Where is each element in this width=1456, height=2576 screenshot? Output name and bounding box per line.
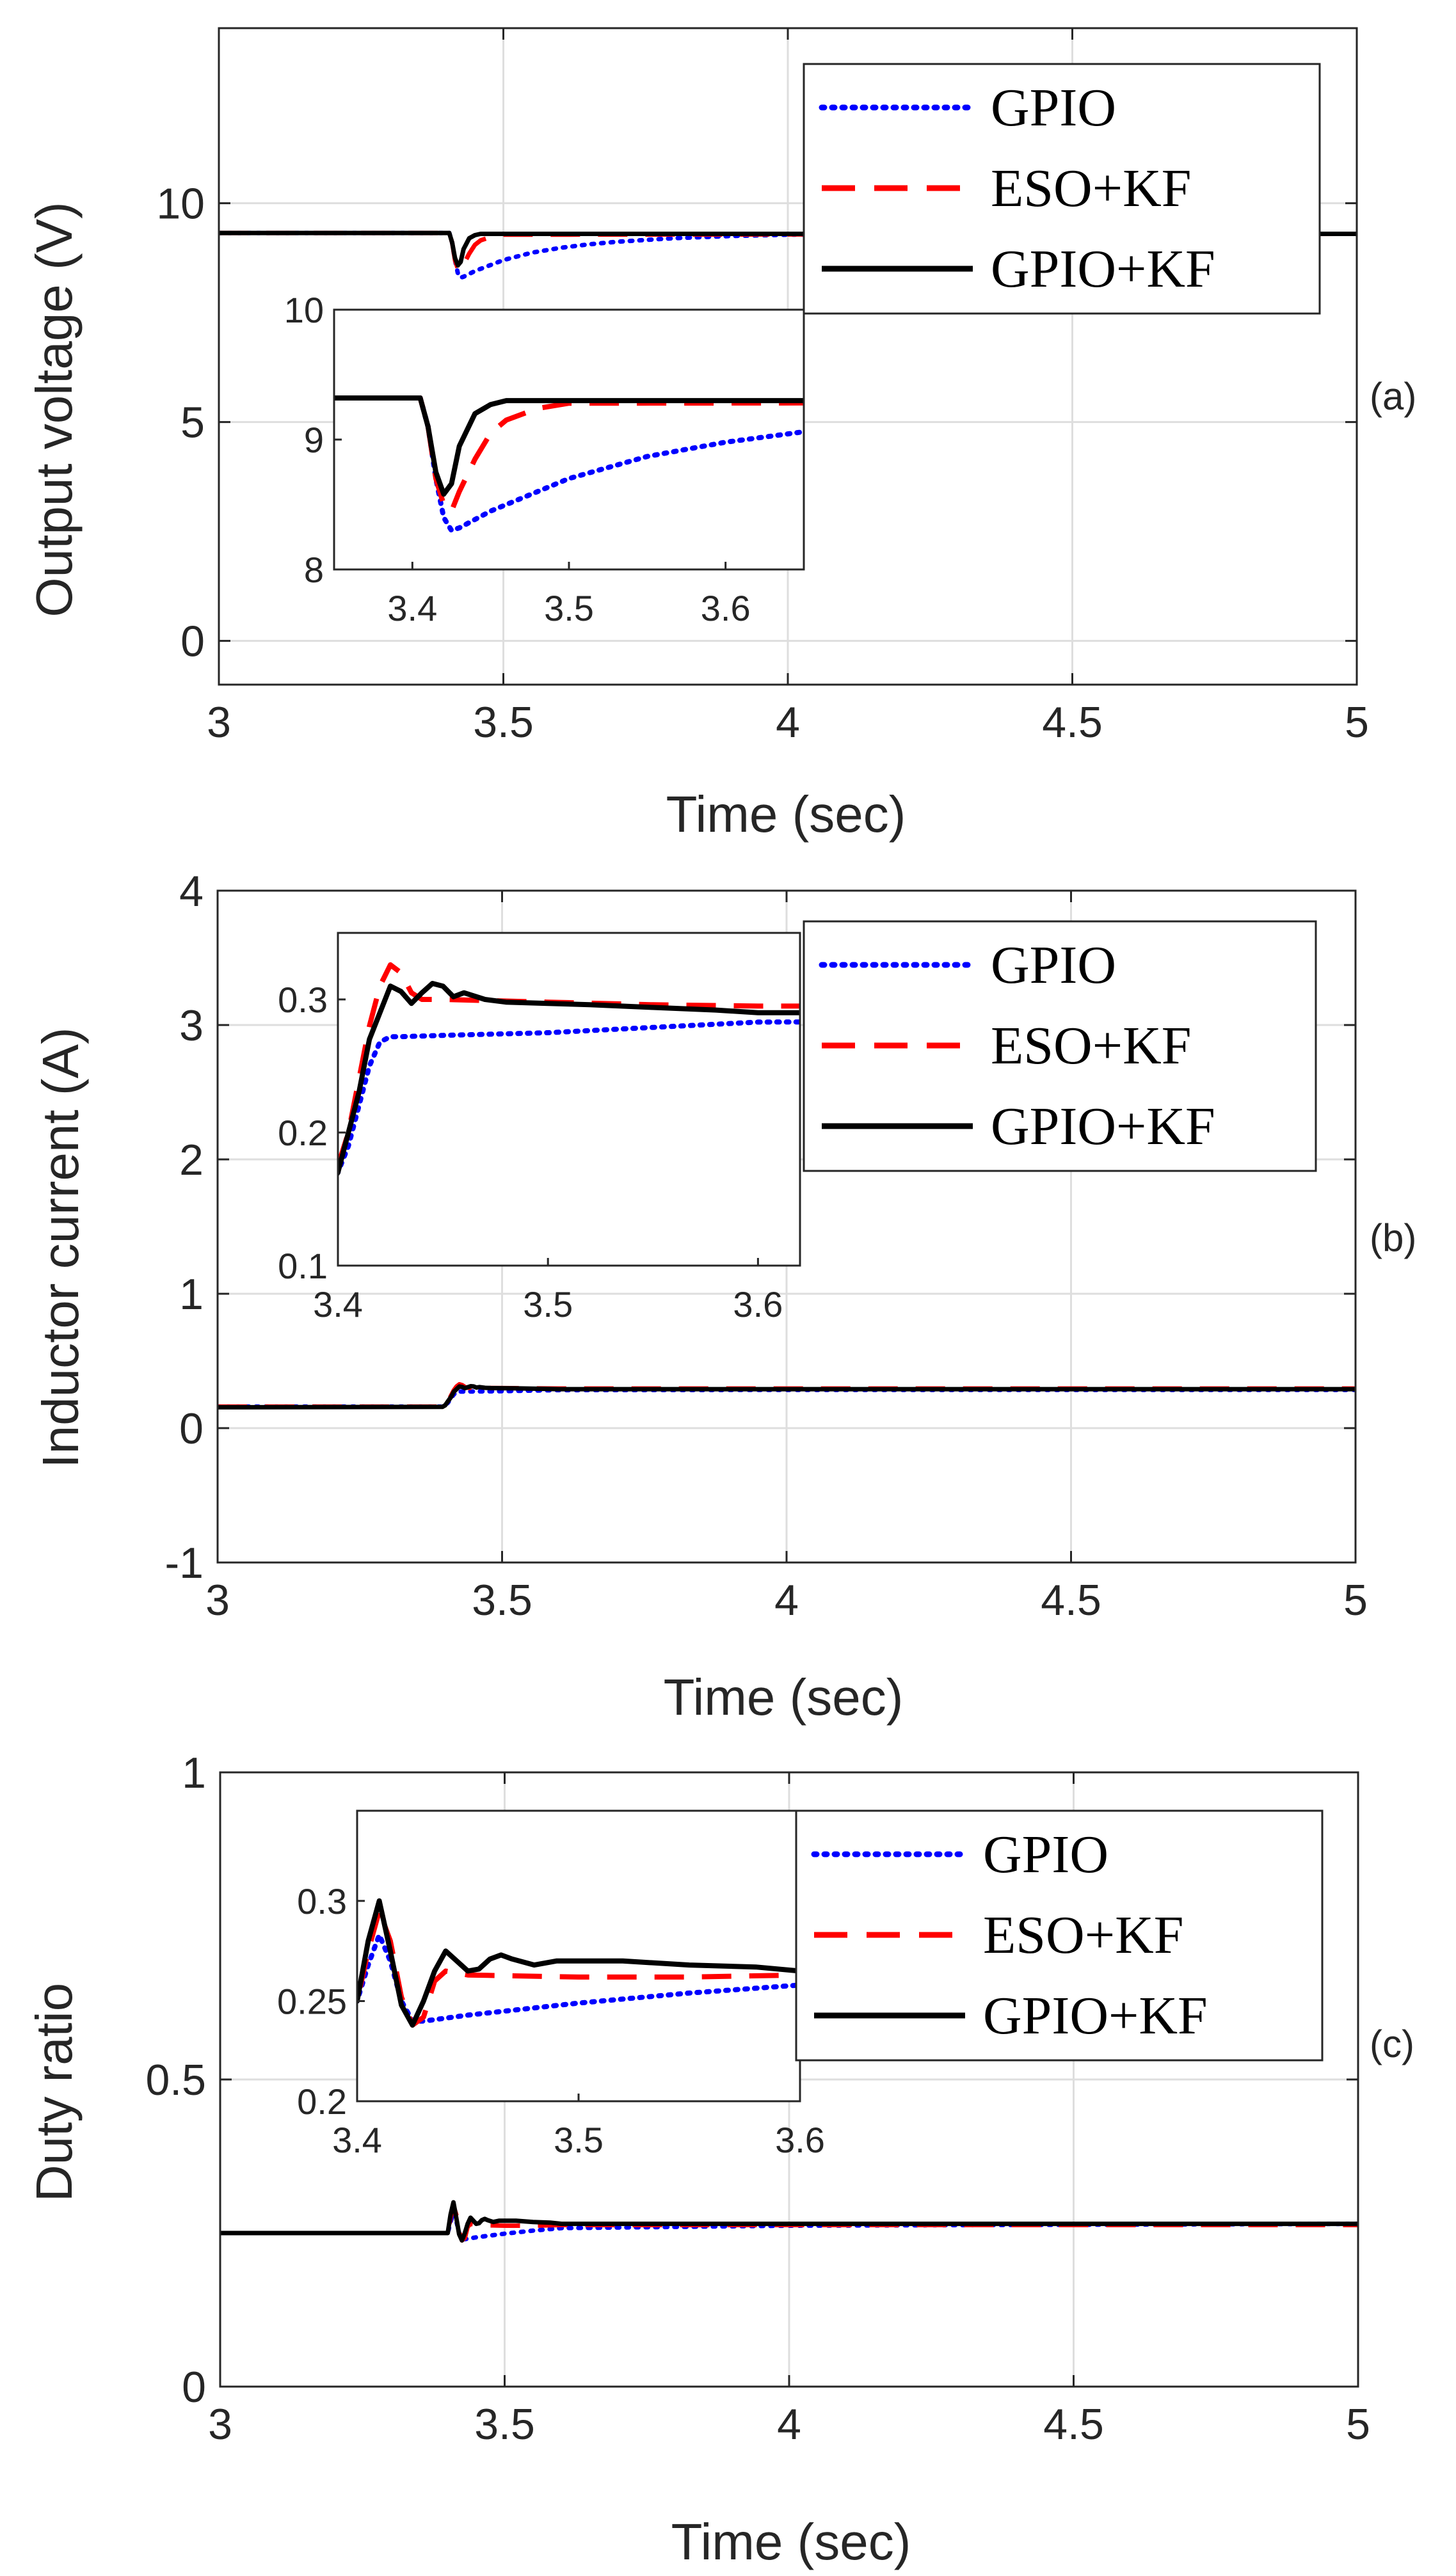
legend-label-eso-kf: ESO+KF [991, 159, 1191, 218]
inset-background-c [357, 1811, 800, 2101]
legend-label-gpio: GPIO [991, 78, 1116, 138]
panel-b: 3 3.5 4 4.5 5 -1 0 1 2 3 4 3.4 3.5 3.6 0.1 0.2 0.3 GPIO ES… [165, 867, 1368, 1625]
series-line-a-main-gpio [219, 230, 1357, 280]
inset-y-tick-label-a: 9 [304, 420, 324, 460]
inset-x-tick-label-c: 3.4 [332, 2120, 382, 2160]
x-tick-label-b: 5 [1343, 1576, 1368, 1625]
inset-x-tick-label-b: 3.4 [313, 1284, 363, 1324]
inset-x-tick-label-c: 3.5 [554, 2120, 604, 2160]
y-tick-label-b: 1 [179, 1270, 204, 1319]
inset-x-tick-label-c: 3.6 [775, 2120, 825, 2160]
series-line-b-main-gpio-kf [218, 1384, 1356, 1410]
inset-background-b [338, 933, 800, 1266]
x-tick-label-a: 5 [1345, 698, 1369, 747]
x-tick-label-a: 4 [776, 698, 800, 747]
panel-b-tag: (b) [1370, 1216, 1416, 1259]
inset-y-tick-label-a: 8 [304, 550, 324, 590]
x-tick-label-b: 4 [774, 1576, 799, 1625]
inset-a: 3.4 3.5 3.6 8 9 10 [284, 290, 805, 628]
panel-a-ylabel: Output voltage (V) [26, 202, 83, 617]
y-tick-label-c: 0 [182, 2363, 206, 2412]
inset-b: 3.4 3.5 3.6 0.1 0.2 0.3 [278, 932, 801, 1324]
y-tick-label-a: 10 [156, 180, 205, 228]
inset-y-tick-label-c: 0.25 [277, 1981, 347, 2021]
inset-x-tick-label-a: 3.6 [701, 588, 751, 628]
panel-c-tag: (c) [1370, 2023, 1414, 2065]
panel-c-xlabel: Time (sec) [671, 2513, 911, 2570]
x-tick-label-c: 4 [777, 2400, 801, 2449]
panel-a-tag: (a) [1370, 375, 1416, 418]
series-line-a-inset-gpio [334, 395, 804, 534]
y-tick-label-b: 4 [179, 867, 204, 916]
legend-label-gpio: GPIO [983, 1825, 1108, 1884]
legend-label-eso-kf: ESO+KF [983, 1905, 1183, 1965]
y-tick-label-a: 5 [180, 399, 205, 447]
panel-b-ylabel: Inductor current (A) [32, 1027, 89, 1468]
y-tick-label-b: 3 [179, 1001, 204, 1050]
x-tick-label-b: 3 [205, 1576, 230, 1625]
x-tick-label-b: 3.5 [472, 1576, 532, 1625]
x-tick-label-b: 4.5 [1041, 1576, 1101, 1625]
y-tick-label-c: 1 [182, 1749, 206, 1797]
legend-label-eso-kf: ESO+KF [991, 1016, 1191, 1076]
legend-label-gpio-kf: GPIO+KF [983, 1986, 1208, 2046]
series-line-c-main-gpio-kf [220, 2200, 1358, 2243]
y-tick-label-b: 0 [179, 1404, 204, 1453]
inset-y-tick-label-b: 0.3 [278, 980, 328, 1020]
inset-c: 3.4 3.5 3.6 0.2 0.25 0.3 [277, 1809, 825, 2160]
legend-c: GPIO ESO+KF GPIO+KF [795, 1809, 1324, 2062]
y-tick-label-a: 0 [180, 617, 205, 666]
panel-b-xlabel: Time (sec) [664, 1669, 904, 1726]
panel-c: 3 3.5 4 4.5 5 0 0.5 1 3.4 3.5 3.6 0.2 0.25 0.3 GPIO ESO… [145, 1749, 1370, 2449]
y-tick-label-c: 0.5 [145, 2056, 206, 2104]
x-tick-label-a: 4.5 [1042, 698, 1103, 747]
legend-box-b [803, 920, 1317, 1172]
x-tick-label-c: 3 [208, 2400, 232, 2449]
legend-label-gpio-kf: GPIO+KF [991, 239, 1215, 299]
x-tick-label-c: 4.5 [1043, 2400, 1104, 2449]
legend-label-gpio: GPIO [991, 935, 1116, 995]
panel-a-xlabel: Time (sec) [666, 786, 906, 843]
inset-y-tick-label-b: 0.2 [278, 1113, 328, 1153]
inset-box-b [337, 932, 801, 1267]
inset-y-tick-label-b: 0.1 [278, 1246, 328, 1286]
inset-y-tick-label-c: 0.3 [297, 1881, 347, 1921]
legend-label-gpio-kf: GPIO+KF [991, 1097, 1215, 1156]
inset-y-tick-label-c: 0.2 [297, 2081, 347, 2122]
series-line-a-main-gpio-kf [219, 230, 1357, 268]
inset-x-tick-label-a: 3.5 [544, 588, 594, 628]
x-tick-label-a: 3.5 [473, 698, 534, 747]
series-line-c-inset-eso-kf [357, 1908, 800, 2028]
x-tick-label-c: 5 [1346, 2400, 1370, 2449]
y-tick-label-b: -1 [165, 1539, 204, 1587]
inset-x-tick-label-a: 3.4 [387, 588, 437, 628]
series-line-c-inset-gpio-kf [357, 1898, 800, 2028]
inset-x-tick-label-b: 3.6 [733, 1284, 783, 1324]
inset-background-a [334, 310, 804, 569]
inset-x-tick-label-b: 3.5 [523, 1284, 573, 1324]
x-tick-label-c: 3.5 [474, 2400, 535, 2449]
inset-y-tick-label-a: 10 [284, 290, 324, 330]
x-tick-label-a: 3 [207, 698, 231, 747]
series-line-a-inset-gpio-kf [334, 395, 804, 497]
legend-a: GPIO ESO+KF GPIO+KF [803, 63, 1321, 315]
y-tick-label-b: 2 [179, 1136, 204, 1184]
panel-c-ylabel: Duty ratio [26, 1983, 83, 2202]
legend-b: GPIO ESO+KF GPIO+KF [803, 920, 1317, 1172]
series-line-b-inset-gpio-kf [338, 981, 800, 1177]
